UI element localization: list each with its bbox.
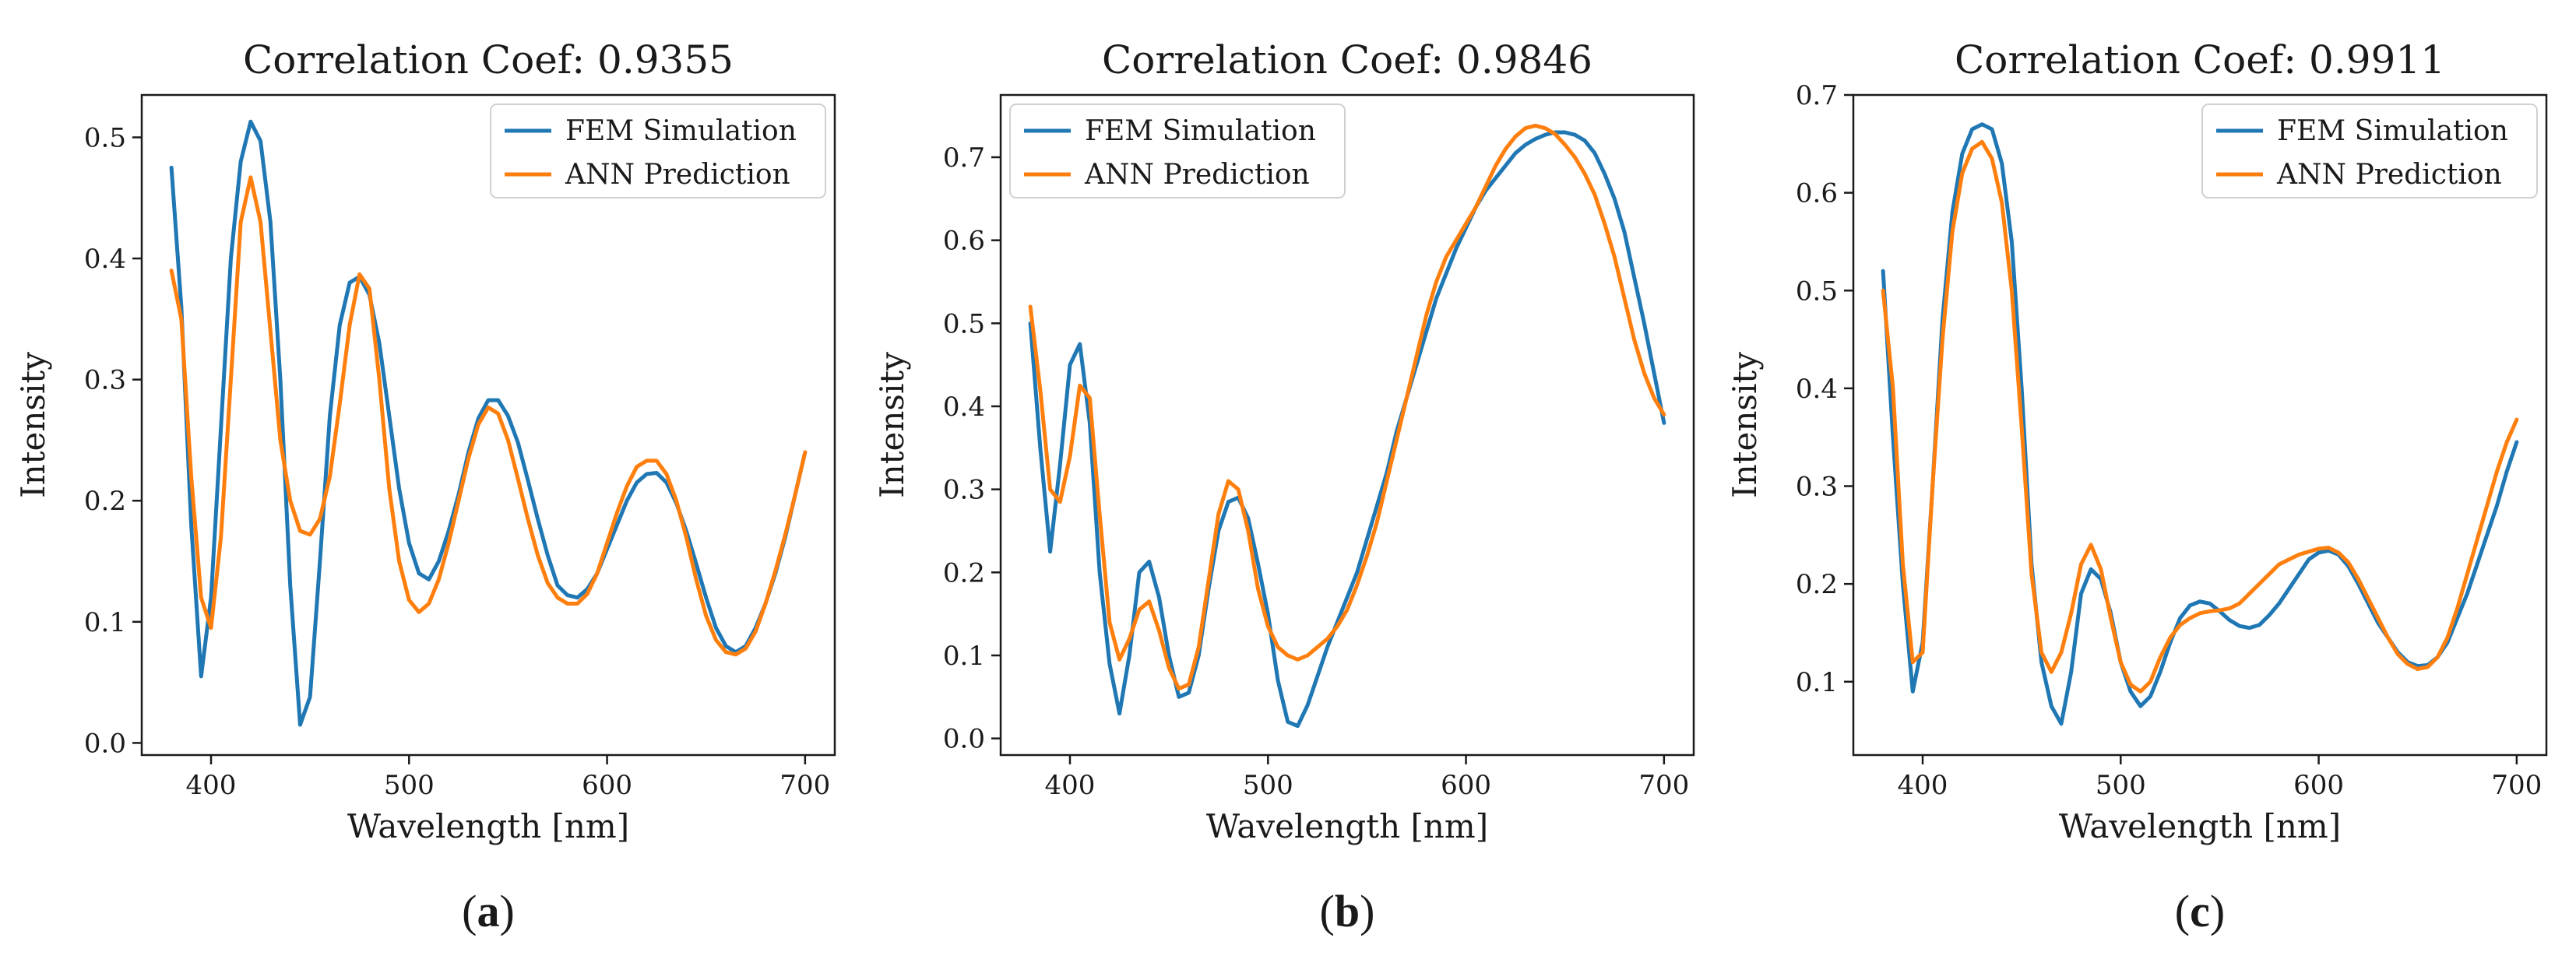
chart-title: Correlation Coef: 0.9911 <box>1955 37 2445 83</box>
series-line-fem-simulation <box>1881 122 2519 726</box>
series-line-ann-prediction <box>1881 139 2519 694</box>
y-tick-label: 0.5 <box>1796 276 1838 307</box>
x-axis-label: Wavelength [nm] <box>1206 807 1488 845</box>
series-line-fem-simulation <box>1028 130 1666 729</box>
y-tick-label: 0.1 <box>1796 667 1838 698</box>
plot-frame <box>140 93 836 757</box>
legend-box <box>1009 104 1346 198</box>
x-tick-label: 400 <box>186 770 237 801</box>
x-tick-label: 600 <box>582 770 632 801</box>
panel-c: 400 500 600 700 0.1 0.2 0.3 0.4 0.5 0.6 0.7 Correla… <box>1726 37 2548 936</box>
x-tick-label: 600 <box>2293 770 2344 801</box>
panel-a: 400 500 600 700 0.0 0.1 0.2 0.3 0.4 0.5 Correlatio… <box>14 37 836 936</box>
y-tick-label: 0.4 <box>1796 374 1838 405</box>
y-tick-label: 0.2 <box>943 557 985 588</box>
panel-label: (c) <box>2175 886 2225 936</box>
y-tick-label: 0.1 <box>943 641 985 672</box>
x-tick-label: 400 <box>1045 770 1096 801</box>
legend-box <box>490 104 826 198</box>
y-tick-label: 0.0 <box>943 724 985 755</box>
y-tick-label: 0.3 <box>943 475 985 506</box>
plot-frame <box>1852 93 2548 757</box>
x-axis-label: Wavelength [nm] <box>347 807 629 845</box>
panel-label: (a) <box>462 886 515 936</box>
y-tick-label: 0.7 <box>943 142 985 174</box>
x-tick-label: 700 <box>1638 770 1689 801</box>
y-axis-label: Intensity <box>1726 352 1764 498</box>
legend-box <box>2201 104 2538 198</box>
legend: FEM Simulation ANN Prediction <box>1009 104 1346 198</box>
y-tick-label: 0.2 <box>1796 569 1838 600</box>
x-tick-label: 700 <box>779 770 830 801</box>
legend-label: ANN Prediction <box>565 159 790 191</box>
y-tick-label: 0.3 <box>1796 472 1838 503</box>
plot-frame <box>999 93 1695 757</box>
panel-label: (b) <box>1320 886 1375 936</box>
y-axis-label: Intensity <box>14 352 52 498</box>
x-tick-label: 600 <box>1441 770 1491 801</box>
x-tick-label: 500 <box>384 770 435 801</box>
y-tick-label: 0.4 <box>943 392 985 423</box>
x-tick-label: 500 <box>1243 770 1293 801</box>
panel-b: 400 500 600 700 0.0 0.1 0.2 0.3 0.4 0.5 0.6 0.7 Corr… <box>873 37 1695 936</box>
y-tick-label: 0.7 <box>1796 80 1838 111</box>
y-tick-label: 0.2 <box>84 486 126 517</box>
y-tick-label: 0.6 <box>943 226 985 257</box>
y-axis-label: Intensity <box>873 352 911 498</box>
y-tick-label: 0.1 <box>84 607 126 638</box>
y-tick-label: 0.0 <box>84 728 126 759</box>
y-tick-label: 0.6 <box>1796 178 1838 209</box>
series-line-ann-prediction <box>169 175 808 657</box>
legend: FEM Simulation ANN Prediction <box>2201 104 2538 198</box>
legend-label: FEM Simulation <box>1085 115 1316 147</box>
chart-title: Correlation Coef: 0.9355 <box>243 37 734 83</box>
legend-label: FEM Simulation <box>565 115 797 147</box>
series-line-fem-simulation <box>169 119 808 727</box>
x-tick-label: 400 <box>1898 770 1948 801</box>
y-tick-label: 0.5 <box>943 308 985 339</box>
legend-label: ANN Prediction <box>2276 159 2502 191</box>
y-tick-label: 0.5 <box>84 122 126 153</box>
series-line-ann-prediction <box>1028 123 1666 691</box>
y-tick-label: 0.3 <box>84 365 126 396</box>
legend-label: FEM Simulation <box>2277 115 2508 147</box>
chart-title: Correlation Coef: 0.9846 <box>1102 37 1592 83</box>
x-tick-label: 500 <box>2096 770 2146 801</box>
x-axis-label: Wavelength [nm] <box>2059 807 2341 845</box>
x-tick-label: 700 <box>2491 770 2542 801</box>
legend: FEM Simulation ANN Prediction <box>490 104 826 198</box>
legend-label: ANN Prediction <box>1084 159 1310 191</box>
y-tick-label: 0.4 <box>84 244 126 275</box>
